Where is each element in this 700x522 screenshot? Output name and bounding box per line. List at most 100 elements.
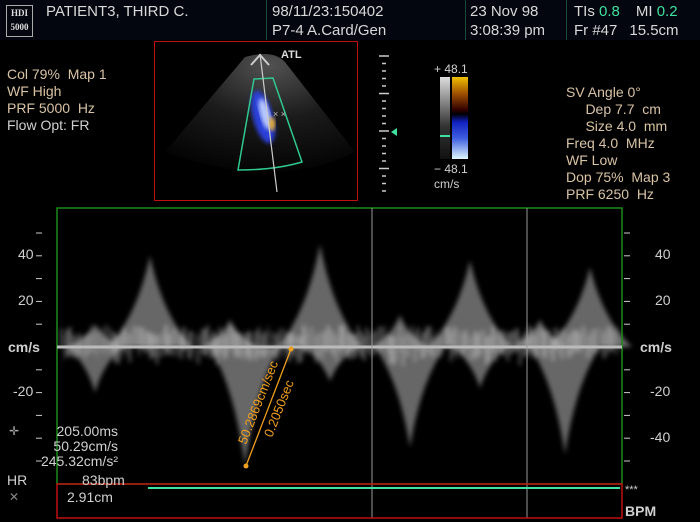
baseline-clutter xyxy=(540,327,542,348)
focus-marker-icon[interactable] xyxy=(391,128,397,136)
measurement-point[interactable] xyxy=(289,347,294,352)
baseline-clutter xyxy=(429,327,431,356)
baseline-clutter xyxy=(561,329,563,359)
baseline-clutter xyxy=(237,332,239,356)
baseline-clutter xyxy=(543,330,545,358)
doppler-settings: SV Angle 0° Dep 7.7 cm Size 4.0 mm Freq … xyxy=(566,84,670,203)
baseline-clutter xyxy=(345,332,347,358)
baseline-clutter xyxy=(108,326,110,355)
baseline-clutter xyxy=(456,329,458,358)
hr-value: 83bpm xyxy=(82,472,125,488)
baseline-clutter xyxy=(270,331,272,356)
baseline-clutter xyxy=(570,332,572,356)
stars: *** xyxy=(625,484,638,496)
baseline-clutter xyxy=(537,330,539,356)
atl-logo: ATL xyxy=(281,49,302,61)
sample-volume-marker: × × xyxy=(273,109,286,119)
baseline-clutter xyxy=(168,334,170,355)
baseline-clutter xyxy=(231,327,233,348)
right-unit: cm/s xyxy=(640,339,672,355)
baseline-clutter xyxy=(264,332,266,357)
setting: Size 4.0 mm xyxy=(566,118,670,135)
baseline-clutter xyxy=(306,333,308,355)
colorbar-max: + 48.1 xyxy=(434,62,468,76)
baseline-clutter xyxy=(330,329,332,353)
baseline-clutter xyxy=(162,332,164,356)
baseline-clutter xyxy=(117,336,119,364)
indices: TIs 0.8 MI 0.2 Fr #47 15.5cm xyxy=(574,0,694,42)
spectral-waveform xyxy=(60,244,632,465)
baseline-clutter xyxy=(510,331,512,354)
baseline-clutter xyxy=(90,325,92,353)
date: 23 Nov 98 xyxy=(470,2,545,21)
baseline-clutter xyxy=(219,327,221,353)
ecg-frame xyxy=(57,484,622,518)
measurement-point[interactable] xyxy=(244,464,249,469)
baseline-clutter xyxy=(93,333,95,353)
baseline-clutter xyxy=(315,335,317,363)
baseline-clutter xyxy=(402,337,404,366)
baseline-clutter xyxy=(165,325,167,354)
datetime: 23 Nov 98 3:08:39 pm xyxy=(470,0,545,42)
baseline-clutter xyxy=(573,330,575,353)
baseline-clutter xyxy=(423,331,425,357)
divider xyxy=(566,0,567,40)
frame-number: Fr #47 xyxy=(574,22,617,39)
measured-time: 205.00ms xyxy=(30,424,118,439)
baseline-clutter xyxy=(513,331,515,353)
divider xyxy=(465,0,466,40)
baseline-clutter xyxy=(579,333,581,353)
setting: Freq 4.0 MHz xyxy=(566,135,670,152)
baseline-clutter xyxy=(174,329,176,356)
baseline-clutter xyxy=(213,331,215,357)
preset: P7-4 A.Card/Gen xyxy=(272,21,386,40)
left-tick: 40 xyxy=(18,246,34,262)
left-unit: cm/s xyxy=(8,339,40,355)
baseline-clutter xyxy=(234,332,236,356)
baseline-clutter xyxy=(207,325,209,354)
baseline-clutter xyxy=(201,329,203,353)
baseline-clutter xyxy=(246,333,248,357)
caliper-plus-icon: ✛ xyxy=(9,424,19,438)
baseline-clutter xyxy=(558,333,560,356)
baseline-clutter xyxy=(480,330,482,356)
ultrasound-screen: HDI 5000 PATIENT3, THIRD C. 98/11/23:1504… xyxy=(0,0,700,522)
depth-scale xyxy=(375,48,405,198)
baseline-clutter xyxy=(204,328,206,355)
setting: WF High xyxy=(7,83,107,100)
baseline-clutter xyxy=(390,336,392,363)
right-tick: -20 xyxy=(650,383,670,399)
baseline-clutter xyxy=(279,329,281,354)
baseline-clutter xyxy=(333,333,335,356)
baseline-clutter xyxy=(552,337,554,361)
setting: PRF 5000 Hz xyxy=(7,100,107,117)
baseline-clutter xyxy=(189,331,191,359)
baseline-clutter xyxy=(297,337,299,364)
baseline-clutter xyxy=(606,327,608,356)
header-bar: HDI 5000 PATIENT3, THIRD C. 98/11/23:1504… xyxy=(0,0,700,40)
measured-acceleration: 245.32cm/s² xyxy=(30,454,118,469)
setting: Dep 7.7 cm xyxy=(566,101,670,118)
logo-text: 5000 xyxy=(7,20,32,34)
baseline-clutter xyxy=(393,336,395,364)
baseline-clutter xyxy=(585,329,587,357)
baseline-clutter xyxy=(135,326,137,348)
reverse-flow-envelope xyxy=(375,347,445,447)
baseline-clutter xyxy=(312,327,314,348)
logo-text: HDI xyxy=(7,6,32,20)
baseline-clutter xyxy=(291,333,293,355)
setting: Dop 75% Map 3 xyxy=(566,169,670,186)
baseline-clutter xyxy=(600,328,602,354)
baseline-clutter xyxy=(156,335,158,364)
forward-flow-envelope xyxy=(278,244,362,347)
baseline-clutter xyxy=(198,335,200,364)
color-settings: Col 79% Map 1 WF High PRF 5000 Hz Flow O… xyxy=(7,66,107,134)
baseline-clutter xyxy=(267,326,269,354)
baseline-clutter xyxy=(549,329,551,354)
baseline-clutter xyxy=(138,328,140,356)
baseline-clutter xyxy=(324,331,326,352)
baseline-clutter xyxy=(528,325,530,353)
baseline-clutter xyxy=(318,332,320,356)
distance-value: 2.91cm xyxy=(67,489,113,505)
baseline-clutter xyxy=(447,327,449,348)
